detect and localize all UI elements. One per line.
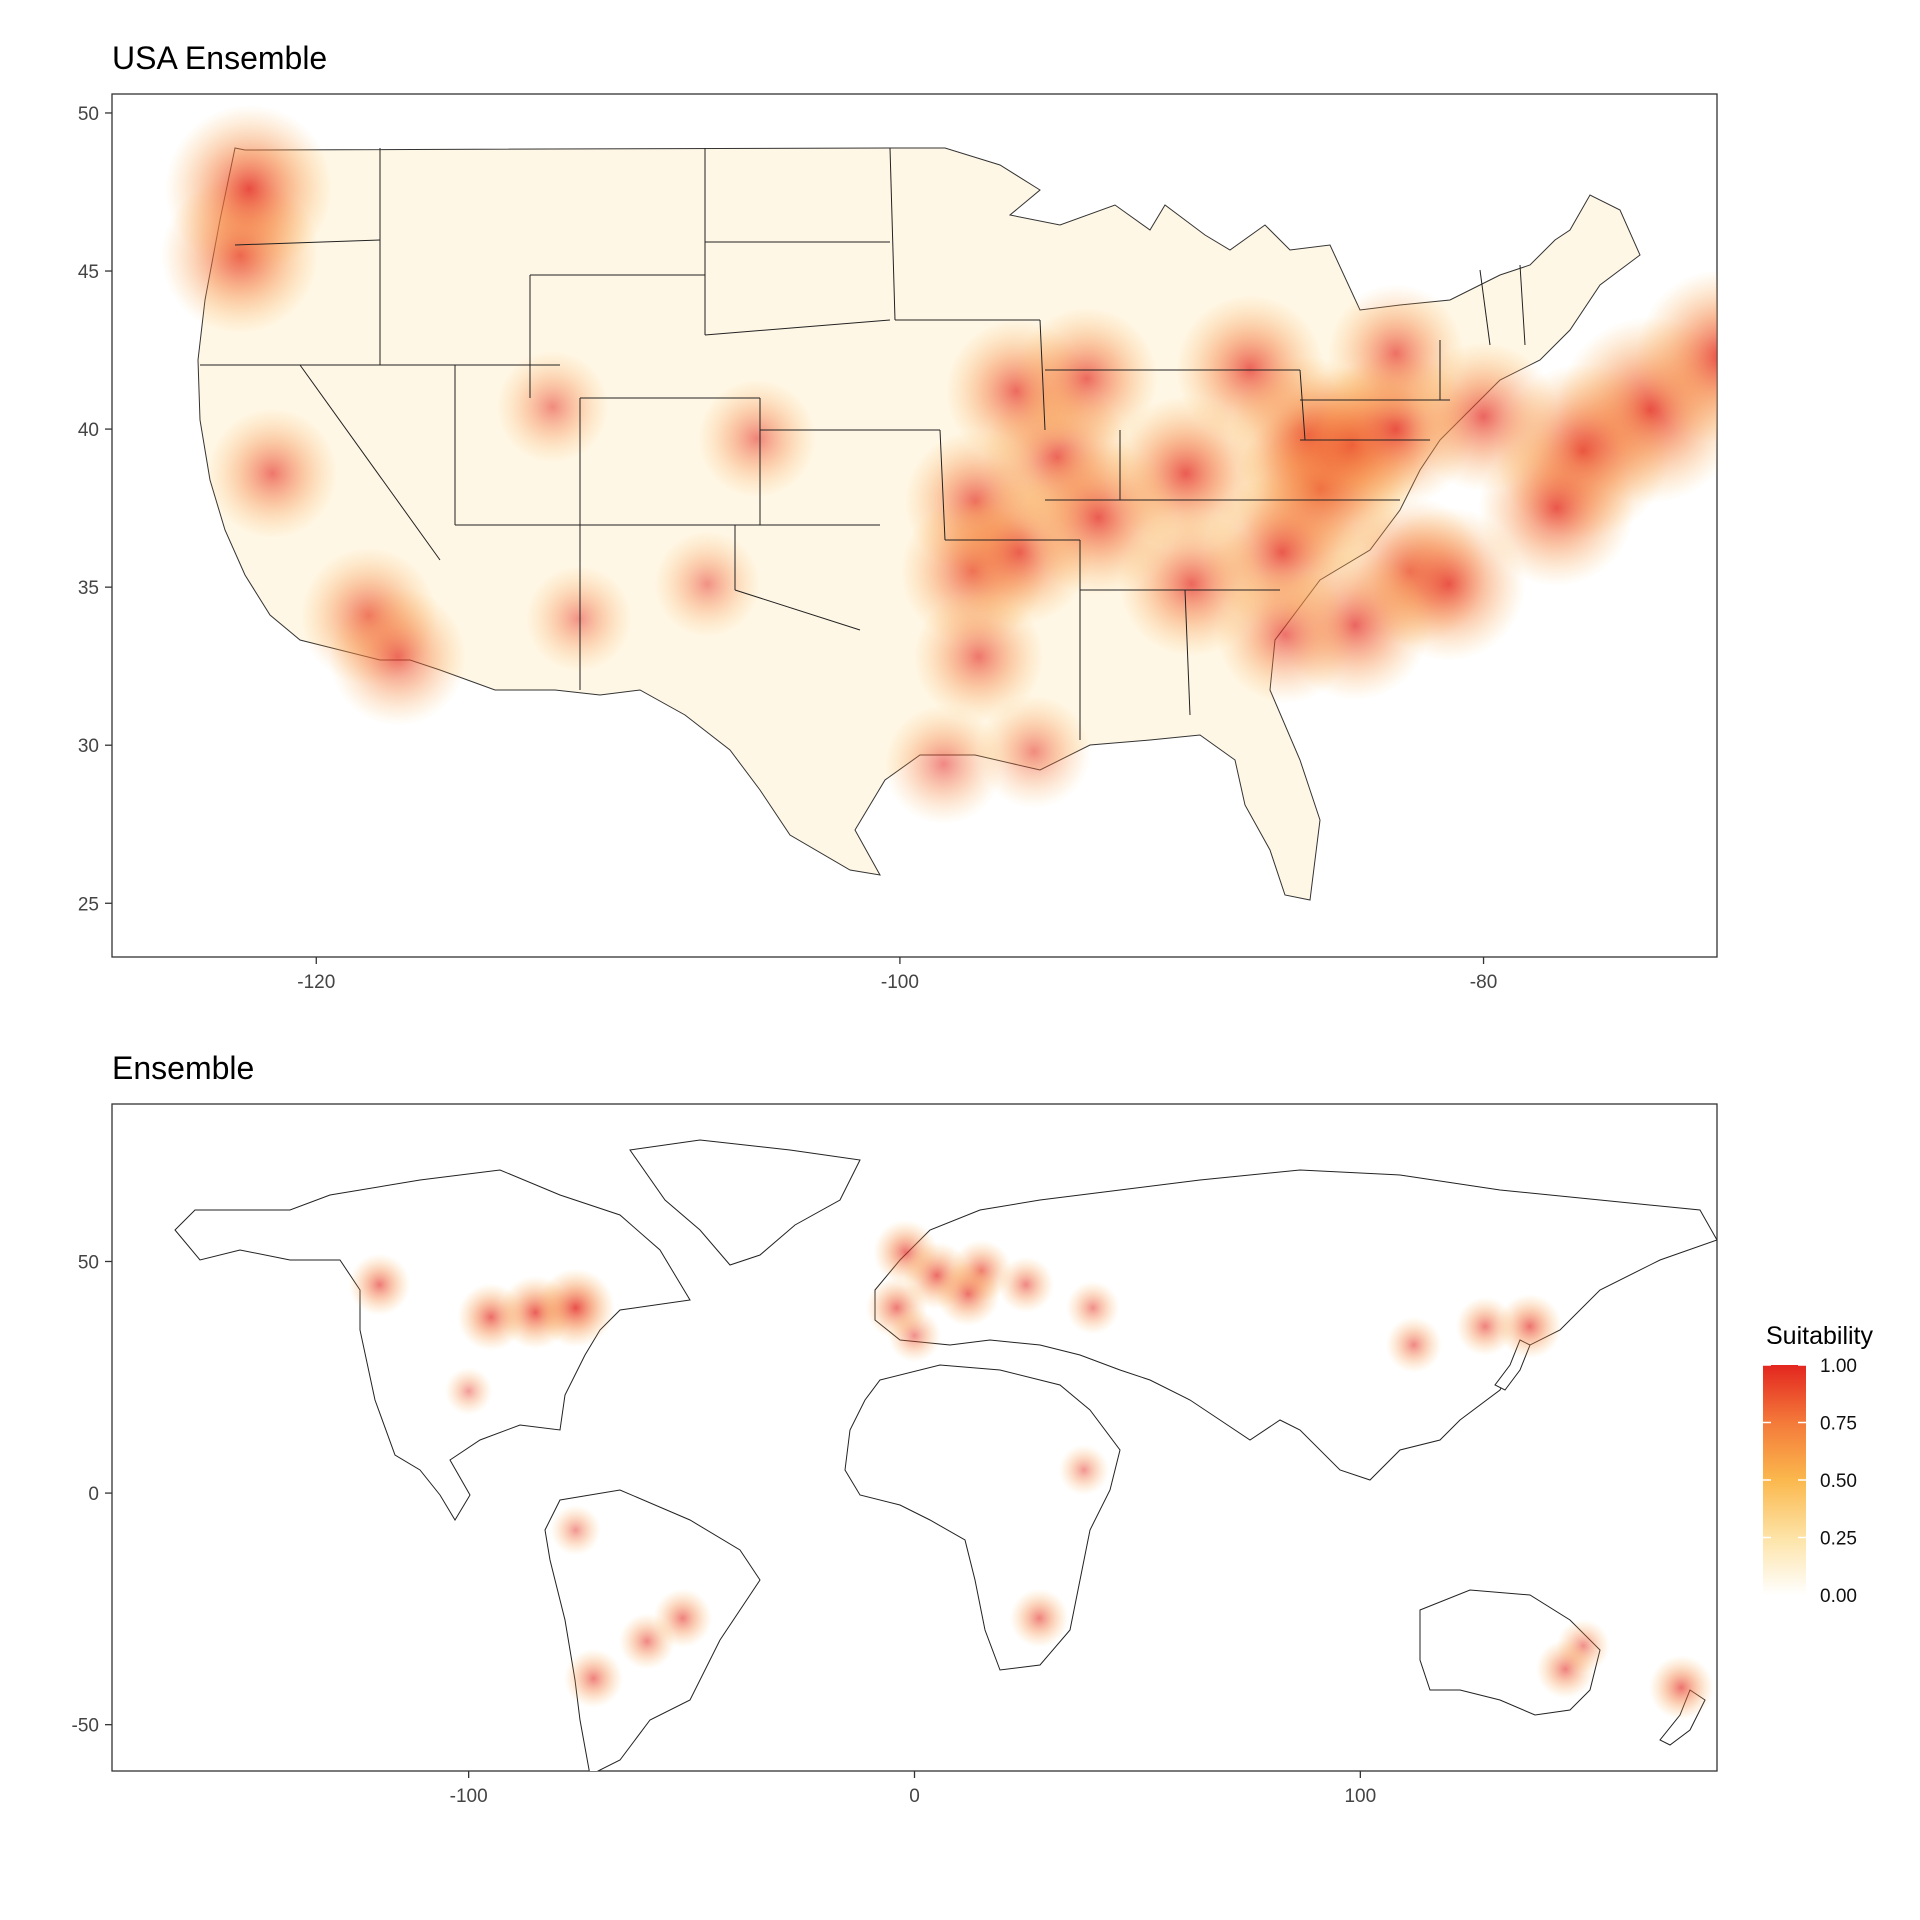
legend-title: Suitability	[1766, 1322, 1873, 1350]
usa-suitability-hotspot	[653, 529, 762, 638]
usa-axes: -120 -100 -80 25 30 35 40 45 50	[78, 104, 1497, 993]
usa-map-panel: -120 -100 -80 25 30 35 40 45 50	[78, 93, 1718, 993]
legend-break-label: 0.50	[1820, 1471, 1857, 1492]
usa-suitability-hotspot	[1175, 294, 1326, 445]
usa-suitability-hotspot	[696, 378, 817, 499]
world-suitability-hotspot	[444, 1367, 493, 1415]
world-y-tick-label: -50	[72, 1716, 99, 1737]
world-suitability-hotspot	[550, 1504, 601, 1556]
usa-suitability-hotspot	[524, 564, 633, 673]
eurasia-outline	[874, 1169, 1717, 1481]
world-x-tick-label: 0	[909, 1786, 920, 1807]
world-suitability-hotspot	[1536, 1639, 1595, 1699]
world-map-title: Ensemble	[112, 1050, 255, 1086]
usa-suitability-hotspot	[328, 587, 467, 726]
world-landmasses	[174, 1139, 1717, 1771]
world-y-tick-label: 50	[78, 1252, 99, 1273]
world-axes: -100 0 100 -50 0 50	[72, 1252, 1377, 1807]
usa-suitability-hotspot	[1216, 565, 1355, 704]
usa-y-tick-label: 40	[78, 420, 99, 441]
world-suitability-hotspot	[457, 1283, 525, 1351]
legend-break-label: 0.00	[1820, 1586, 1857, 1607]
legend-break-label: 1.00	[1820, 1356, 1857, 1377]
world-suitability-hotspot	[1649, 1655, 1714, 1720]
usa-suitability-layer	[161, 104, 1717, 825]
world-suitability-hotspot	[348, 1253, 411, 1316]
usa-suitability-hotspot	[1327, 284, 1465, 423]
usa-suitability-hotspot	[883, 704, 1004, 825]
usa-y-tick-label: 45	[78, 262, 99, 283]
greenland-outline	[629, 1139, 861, 1266]
legend-break-label: 0.75	[1820, 1414, 1857, 1435]
world-suitability-hotspot	[1058, 1444, 1110, 1496]
usa-y-tick-label: 50	[78, 104, 99, 125]
legend-break-label: 0.25	[1820, 1529, 1857, 1550]
usa-suitability-hotspot	[912, 590, 1045, 723]
usa-x-tick-label: -100	[881, 972, 919, 993]
world-x-tick-label: 100	[1344, 1786, 1376, 1807]
world-suitability-hotspot	[564, 1648, 623, 1708]
world-suitability-hotspot	[935, 1261, 1001, 1327]
usa-x-tick-label: -80	[1470, 972, 1497, 993]
world-suitability-hotspot	[1009, 1588, 1069, 1648]
usa-x-tick-label: -120	[297, 972, 335, 993]
world-suitability-hotspot	[536, 1268, 615, 1348]
world-suitability-hotspot	[1385, 1316, 1442, 1373]
usa-suitability-hotspot	[1014, 306, 1159, 451]
world-suitability-layer	[348, 1220, 1714, 1720]
usa-suitability-hotspot	[1635, 269, 1717, 444]
usa-suitability-hotspot	[977, 694, 1092, 809]
world-suitability-hotspot	[1455, 1296, 1515, 1356]
usa-y-tick-label: 25	[78, 894, 99, 915]
world-suitability-hotspot	[1066, 1281, 1120, 1335]
usa-suitability-hotspot	[495, 349, 610, 464]
world-suitability-hotspot	[1497, 1294, 1562, 1359]
world-suitability-hotspot	[653, 1588, 713, 1648]
world-suitability-hotspot	[997, 1256, 1054, 1313]
world-map-panel: -100 0 100 -50 0 50	[72, 1103, 1718, 1807]
usa-suitability-hotspot	[206, 407, 339, 540]
legend: 1.00 0.75 0.50 0.25 0.00	[1763, 1356, 1857, 1607]
usa-map-title: USA Ensemble	[112, 40, 328, 76]
usa-y-tick-label: 35	[78, 578, 99, 599]
world-suitability-hotspot	[887, 1308, 942, 1363]
world-x-tick-label: -100	[450, 1786, 488, 1807]
usa-state-borders	[200, 147, 1526, 740]
world-y-tick-label: 0	[88, 1484, 99, 1505]
legend-ticks: 1.00 0.75 0.50 0.25 0.00	[1763, 1356, 1857, 1607]
usa-suitability-hotspot	[165, 104, 334, 273]
usa-y-tick-label: 30	[78, 736, 99, 757]
